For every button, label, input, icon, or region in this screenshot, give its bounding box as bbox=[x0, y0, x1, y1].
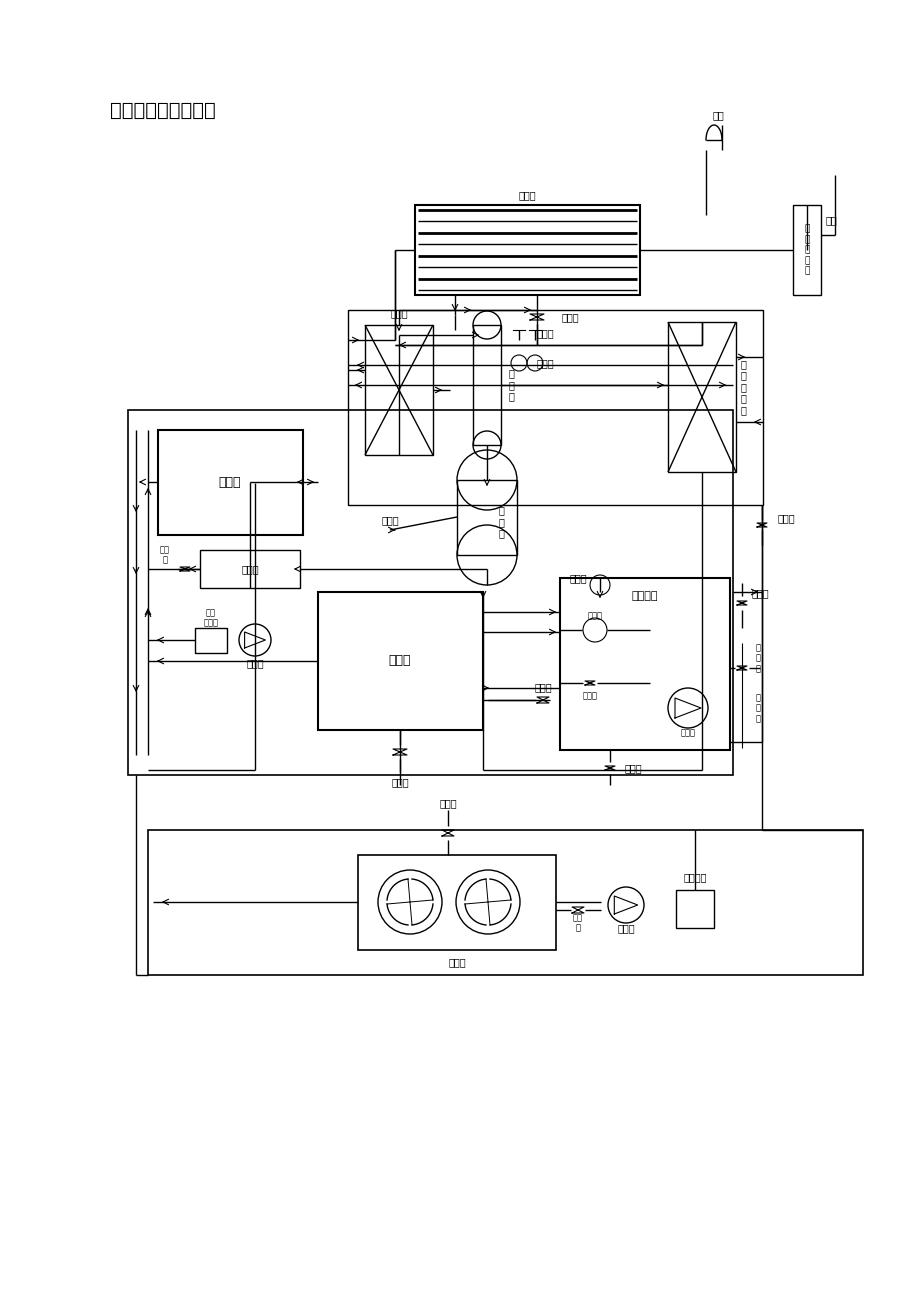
Text: 截
止
阀: 截 止 阀 bbox=[754, 643, 760, 673]
Text: 冷凝器: 冷凝器 bbox=[390, 309, 407, 318]
Text: 放气阀: 放气阀 bbox=[751, 589, 768, 598]
Text: 浮球阀: 浮球阀 bbox=[587, 612, 602, 621]
Bar bbox=[357, 855, 555, 950]
Text: 海水泵: 海水泵 bbox=[246, 658, 264, 668]
Bar bbox=[472, 326, 501, 445]
Text: 液
位
计: 液 位 计 bbox=[754, 693, 760, 723]
Text: 蒸发器: 蒸发器 bbox=[219, 475, 241, 488]
Text: 四、系统工作原理图: 四、系统工作原理图 bbox=[110, 100, 216, 120]
Bar bbox=[365, 326, 433, 454]
Bar bbox=[457, 480, 516, 555]
Text: 发生器: 发生器 bbox=[517, 190, 535, 201]
Bar bbox=[199, 549, 300, 589]
Text: 工艺阀: 工艺阀 bbox=[562, 312, 579, 322]
Text: 截止阀: 截止阀 bbox=[582, 691, 596, 700]
Bar bbox=[560, 578, 729, 750]
Text: 尾气: 尾气 bbox=[825, 215, 837, 225]
Text: 低压表: 低压表 bbox=[569, 573, 586, 583]
Text: 工艺阀: 工艺阀 bbox=[534, 682, 551, 691]
Bar bbox=[128, 410, 732, 775]
Bar bbox=[148, 829, 862, 975]
Text: 放气阀: 放气阀 bbox=[438, 798, 457, 809]
Text: 电
动
三
通
阀: 电 动 三 通 阀 bbox=[803, 225, 809, 275]
Text: 烟囱: 烟囱 bbox=[711, 109, 723, 120]
Text: 循环泵: 循环泵 bbox=[617, 923, 634, 934]
Text: 膨胀水箱: 膨胀水箱 bbox=[683, 872, 706, 881]
Text: 吸收器: 吸收器 bbox=[389, 655, 411, 668]
Text: 浓溶液罐: 浓溶液罐 bbox=[631, 591, 657, 602]
Bar bbox=[792, 204, 820, 296]
Bar bbox=[347, 310, 762, 505]
Bar bbox=[675, 891, 713, 928]
Text: 浮球阀: 浮球阀 bbox=[380, 516, 398, 525]
Bar bbox=[195, 628, 227, 654]
Bar bbox=[158, 430, 302, 535]
Bar bbox=[414, 204, 640, 296]
Text: 溶
液
交
换
器: 溶 液 交 换 器 bbox=[740, 359, 746, 415]
Text: 分
离
器: 分 离 器 bbox=[508, 368, 515, 401]
Text: 海水
过滤器: 海水 过滤器 bbox=[203, 608, 219, 628]
Text: 过冷器: 过冷器 bbox=[241, 564, 258, 574]
Bar bbox=[318, 592, 482, 730]
Text: 安全阀: 安全阀 bbox=[537, 328, 554, 339]
Text: 氨
液
罐: 氨 液 罐 bbox=[498, 505, 505, 539]
Text: 放液
阀: 放液 阀 bbox=[573, 913, 583, 932]
Text: 溶液泵: 溶液泵 bbox=[680, 729, 695, 737]
Text: 旁通阀: 旁通阀 bbox=[624, 763, 642, 773]
Text: 旁通
阀: 旁通 阀 bbox=[160, 546, 170, 565]
Text: 冷风机: 冷风机 bbox=[448, 957, 465, 967]
Text: 高压表: 高压表 bbox=[537, 358, 554, 368]
Text: 工艺阀: 工艺阀 bbox=[391, 777, 408, 786]
Bar bbox=[667, 322, 735, 473]
Text: 单向阀: 单向阀 bbox=[777, 513, 795, 523]
